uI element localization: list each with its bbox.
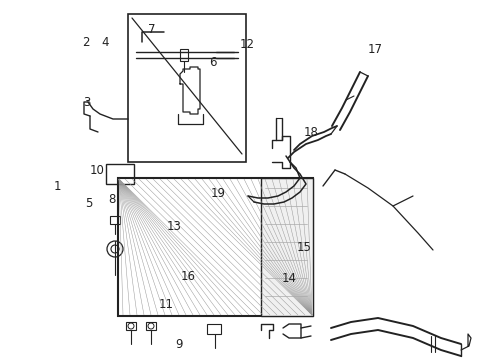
- Text: 19: 19: [211, 187, 225, 200]
- Bar: [118, 178, 313, 316]
- Text: 13: 13: [167, 220, 181, 233]
- Text: 7: 7: [148, 23, 156, 36]
- Bar: [126, 322, 136, 330]
- Text: 2: 2: [82, 36, 90, 49]
- Text: 12: 12: [240, 39, 255, 51]
- Text: 10: 10: [90, 165, 104, 177]
- Text: 11: 11: [159, 298, 174, 311]
- Text: 8: 8: [108, 193, 116, 206]
- Text: 14: 14: [282, 273, 296, 285]
- Bar: [207, 324, 221, 334]
- Text: 15: 15: [296, 241, 311, 254]
- Text: 6: 6: [209, 57, 217, 69]
- Bar: [261, 178, 313, 316]
- Text: 9: 9: [175, 338, 183, 351]
- Text: 5: 5: [85, 197, 93, 210]
- Text: 18: 18: [304, 126, 318, 139]
- Text: 4: 4: [101, 36, 109, 49]
- Bar: [106, 164, 134, 184]
- Text: 16: 16: [181, 270, 196, 283]
- Text: 3: 3: [83, 96, 91, 109]
- Text: 1: 1: [54, 180, 62, 193]
- Bar: [180, 49, 188, 61]
- Text: 17: 17: [368, 43, 382, 56]
- Bar: [110, 216, 120, 224]
- Bar: [146, 322, 156, 330]
- Bar: [128, 14, 246, 162]
